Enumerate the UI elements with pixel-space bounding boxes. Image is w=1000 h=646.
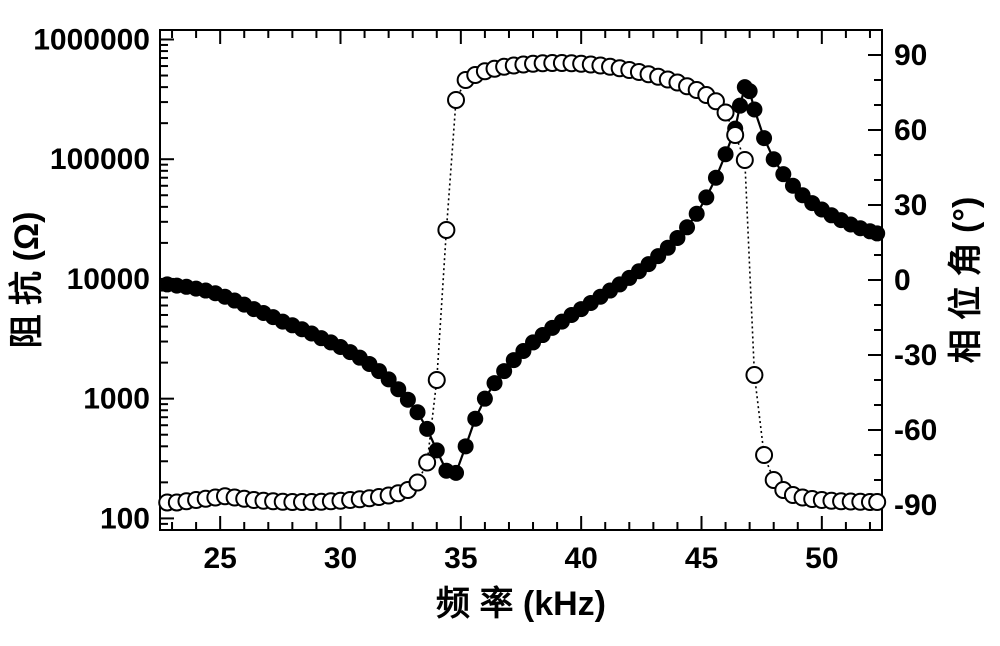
- series-point-phase: [429, 372, 445, 388]
- series-point-impedance: [410, 404, 426, 420]
- y-left-tick-label: 1000: [83, 383, 150, 416]
- series-point-impedance: [448, 465, 464, 481]
- series-point-impedance: [698, 189, 714, 205]
- series-point-phase: [869, 494, 885, 510]
- series-point-impedance: [756, 130, 772, 146]
- series-point-phase: [737, 152, 753, 168]
- series-point-phase: [438, 222, 454, 238]
- series-point-impedance: [708, 170, 724, 186]
- series-point-impedance: [467, 411, 483, 427]
- series-point-impedance: [477, 391, 493, 407]
- y-left-tick-label: 1000000: [33, 23, 150, 56]
- y-left-tick-label: 100000: [50, 143, 150, 176]
- x-tick-label: 35: [444, 542, 477, 575]
- y-right-tick-label: 30: [894, 189, 927, 222]
- x-tick-label: 45: [685, 542, 718, 575]
- series-point-impedance: [419, 421, 435, 437]
- y-left-axis-label: 阻 抗 (Ω): [7, 212, 46, 349]
- series-point-impedance: [718, 146, 734, 162]
- series-point-impedance: [400, 392, 416, 408]
- series-point-phase: [448, 92, 464, 108]
- x-tick-label: 50: [805, 542, 838, 575]
- y-left-tick-label: 100: [100, 502, 150, 535]
- series-point-impedance: [689, 206, 705, 222]
- x-tick-label: 30: [324, 542, 357, 575]
- series-line-phase: [167, 63, 877, 503]
- y-right-tick-label: -60: [894, 414, 937, 447]
- y-right-tick-label: -90: [894, 489, 937, 522]
- y-right-tick-label: 90: [894, 39, 927, 72]
- series-point-phase: [718, 105, 734, 121]
- y-right-tick-label: -30: [894, 339, 937, 372]
- series-line-impedance: [167, 87, 877, 473]
- x-tick-label: 40: [564, 542, 597, 575]
- series-point-impedance: [869, 225, 885, 241]
- series-point-impedance: [742, 83, 758, 99]
- y-right-tick-label: 0: [894, 264, 911, 297]
- series-point-phase: [727, 127, 743, 143]
- x-tick-label: 25: [203, 542, 236, 575]
- series-point-phase: [410, 475, 426, 491]
- series-point-impedance: [746, 102, 762, 118]
- chart-svg: 25 30 35 40 45 50 频 率 (kHz) 100 1000 10000 100000 1…: [0, 0, 1000, 646]
- chart-container: 25 30 35 40 45 50 频 率 (kHz) 100 1000 10000 100000 1…: [0, 0, 1000, 646]
- series-point-phase: [756, 447, 772, 463]
- plot-border: [160, 30, 882, 530]
- series-point-phase: [419, 455, 435, 471]
- series-point-phase: [746, 367, 762, 383]
- series-point-impedance: [679, 219, 695, 235]
- y-right-axis-label: 相 位 角 (°): [947, 197, 985, 364]
- series-point-impedance: [458, 438, 474, 454]
- y-left-tick-label: 10000: [67, 263, 150, 296]
- series-point-impedance: [766, 151, 782, 167]
- x-axis-label: 频 率 (kHz): [436, 585, 606, 623]
- y-right-tick-label: 60: [894, 114, 927, 147]
